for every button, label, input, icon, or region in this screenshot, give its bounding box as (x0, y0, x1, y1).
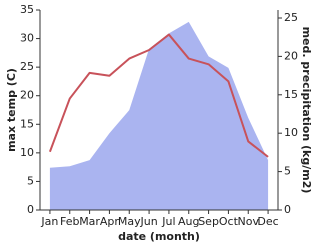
x-tick-label: Jun (139, 215, 157, 228)
x-tick-label: Oct (219, 215, 239, 228)
y-tick-label: 35 (20, 3, 34, 16)
y2-tick-label: 0 (284, 203, 291, 216)
y-tick-label: 30 (20, 32, 34, 45)
chart: date (month) max temp (C) med. precipita… (5, 3, 313, 243)
y2-tick-label: 5 (284, 165, 291, 178)
x-tick-label: Feb (60, 215, 79, 228)
x-tick-label: Jan (40, 215, 58, 228)
x-tick-label: Apr (100, 215, 120, 228)
x-tick-label: Sep (198, 215, 219, 228)
y-axis-title: max temp (C) (5, 68, 18, 152)
y2-tick-label: 20 (284, 49, 298, 62)
x-axis-title: date (month) (118, 230, 200, 243)
y-tick-label: 5 (27, 174, 34, 187)
x-tick-label: Mar (79, 215, 100, 228)
y-tick-label: 25 (20, 60, 34, 73)
x-tick-label: Nov (238, 215, 260, 228)
temperature-line (48, 33, 269, 158)
y-tick-label: 15 (20, 117, 34, 130)
y2-tick-label: 10 (284, 126, 298, 139)
y2-axis-title: med. precipitation (kg/m2) (300, 27, 313, 194)
y-tick-label: 0 (27, 203, 34, 216)
x-tick-label: Aug (178, 215, 199, 228)
x-tick-label: Jul (161, 215, 175, 228)
x-tick-label: May (118, 215, 141, 228)
x-tick-label: Dec (257, 215, 278, 228)
y-tick-label: 20 (20, 89, 34, 102)
y2-tick-label: 25 (284, 11, 298, 24)
y2-tick-label: 15 (284, 88, 298, 101)
y-tick-label: 10 (20, 146, 34, 159)
precipitation-area (49, 21, 269, 210)
